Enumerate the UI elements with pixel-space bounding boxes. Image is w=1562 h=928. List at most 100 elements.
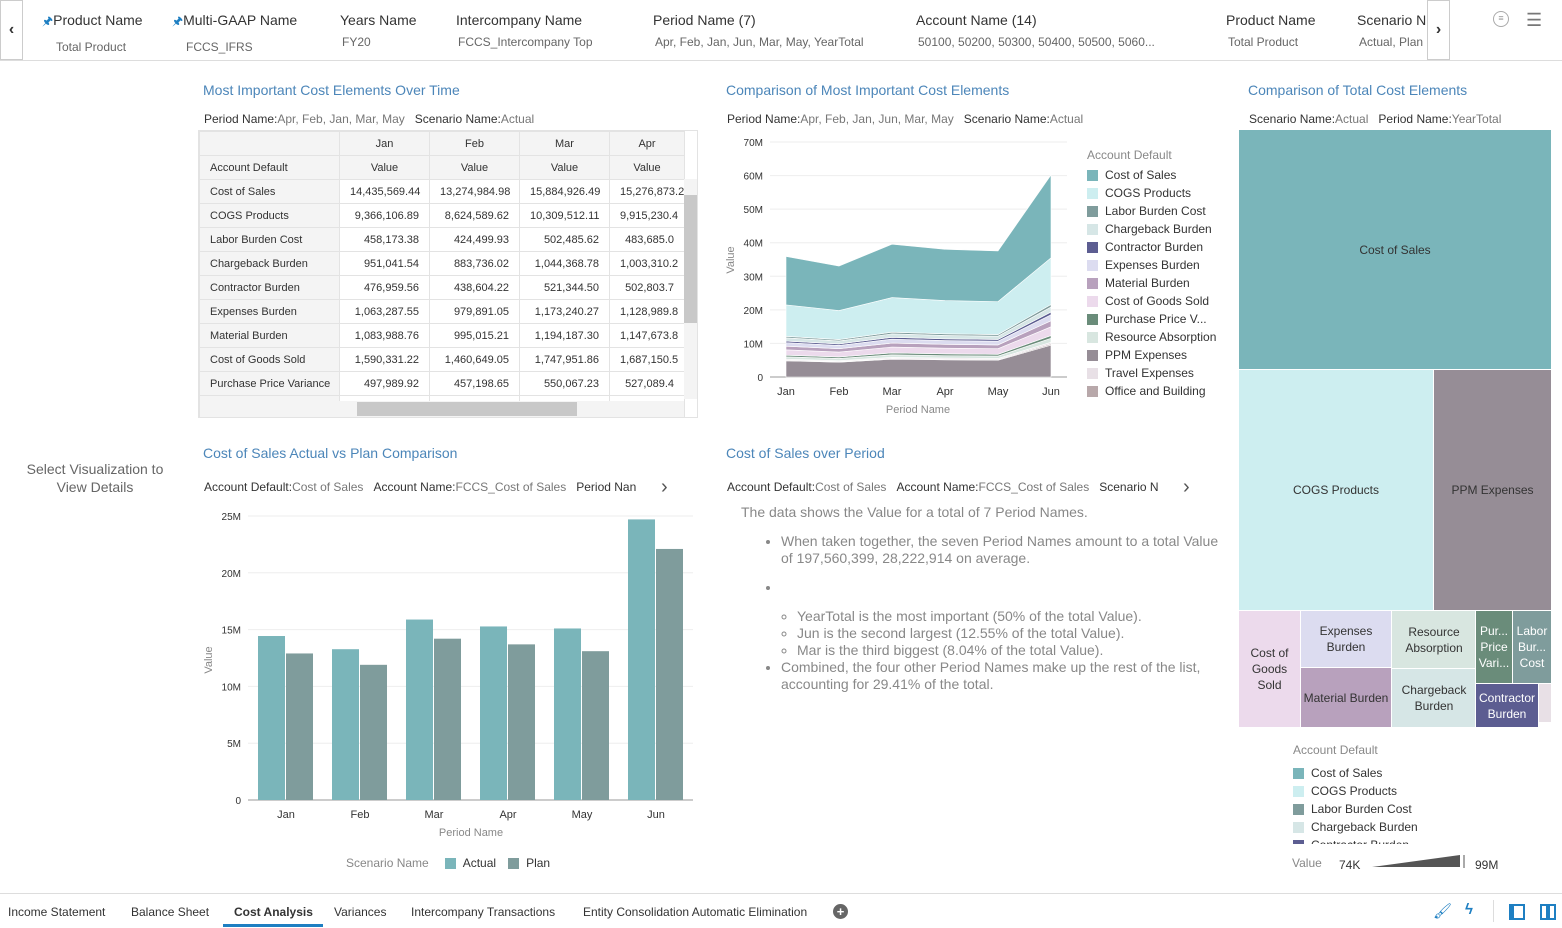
legend-item[interactable]: COGS Products [1087,184,1216,202]
legend-item[interactable]: Travel Expenses [1087,364,1216,382]
right-panel-toggle-icon[interactable] [1540,904,1556,920]
treemap-cell[interactable]: Resource Absorption [1391,610,1477,669]
cell-value: 1,083,988.76 [339,323,430,348]
filter-intercompany[interactable]: Intercompany Name FCCS_Intercompany Top [456,12,593,49]
treemap-cell[interactable]: PPM Expenses [1433,369,1552,611]
legend-item[interactable]: Labor Burden Cost [1087,202,1216,220]
table-row[interactable]: COGS Products 9,366,106.89 8,624,589.62 10,… [199,203,685,228]
legend-item[interactable]: Contractor Burden [1087,238,1216,256]
legend-item[interactable]: Cost of Goods Sold [1087,292,1216,310]
tab-income-statement[interactable]: Income Statement [8,905,106,919]
row-label: Material Burden [199,323,340,348]
scroll-left-button[interactable]: ‹ [0,0,23,60]
legend-item[interactable]: COGS Products [1293,782,1418,800]
cell-value: 13,274,984.98 [429,179,520,204]
treemap-cell[interactable]: Expenses Burden [1300,610,1392,668]
treemap-cell[interactable]: Cost of Sales [1238,129,1552,370]
treemap-cell[interactable]: Pur... Price Vari... [1475,610,1513,684]
treemap-cell[interactable]: Contractor Burden [1475,683,1539,728]
x-tick-label: Feb [830,386,849,398]
y-tick-label: 50M [744,205,763,216]
legend-item[interactable]: Resource Absorption [1087,328,1216,346]
menu-icon[interactable]: ☰ [1526,10,1543,30]
treemap-cell[interactable]: COGS Products [1238,369,1434,611]
filter-product-name[interactable]: 🖈Product Name Total Product [42,12,143,54]
area-series-labor-burden-cost [785,303,1052,342]
legend-item[interactable]: Cost of Sales [1293,764,1418,782]
tab-entity-consolidation[interactable]: Entity Consolidation Automatic Eliminati… [583,905,808,919]
table-row[interactable]: Cost of Sales 14,435,569.44 13,274,984.98 1… [199,179,685,204]
filter-account[interactable]: Account Name (14) 50100, 50200, 50300, 50… [916,12,1155,49]
panel-title[interactable]: Comparison of Total Cost Elements [1248,82,1468,98]
legend-item[interactable]: Material Burden [1087,274,1216,292]
filter-scenario[interactable]: Scenario N Actual, Plan [1357,12,1427,49]
table-row[interactable]: Cost of Goods Sold 1,590,331.22 1,460,649.… [199,347,685,372]
tab-cost-analysis[interactable]: Cost Analysis [234,905,313,919]
legend-item[interactable]: Chargeback Burden [1293,818,1418,836]
brush-icon[interactable]: 🖌 [1433,903,1453,920]
filter-multi-gaap[interactable]: 🖈Multi-GAAP Name FCCS_IFRS [172,12,298,54]
treemap-cell-small[interactable] [1538,683,1552,723]
y-tick-label: 60M [744,172,763,183]
table-row[interactable]: Labor Burden Cost 458,173.38 424,499.93 502… [199,227,685,252]
bar-actual-jun [628,519,655,800]
legend-item[interactable]: Labor Burden Cost [1293,800,1418,818]
x-axis-title: Period Name [439,827,503,839]
filter-period[interactable]: Period Name (7) Apr, Feb, Jan, Jun, Mar, … [653,12,864,49]
panel-title[interactable]: Most Important Cost Elements Over Time [203,82,460,98]
table-row[interactable]: Expenses Burden 1,063,287.55 979,891.05 1,1… [199,299,685,324]
tab-variances[interactable]: Variances [334,905,387,919]
pin-icon: 🖈 [172,14,184,28]
panel-title[interactable]: Comparison of Most Important Cost Elemen… [726,82,1010,98]
cell-value: 10,309,512.11 [519,203,610,228]
legend-title: Account Default [1293,743,1378,757]
legend-item[interactable]: Purchase Price V... [1087,310,1216,328]
treemap-cell[interactable]: Material Burden [1300,667,1392,728]
y-tick-label: 0 [235,796,241,807]
y-tick-label: 15M [222,626,241,637]
y-axis-title: Value [203,646,215,673]
area-series-chargeback-burden [785,306,1052,345]
left-panel-toggle-icon[interactable] [1509,904,1525,920]
legend-item[interactable]: Expenses Burden [1087,256,1216,274]
panel-filters: Account Default:Cost of Sales Account Na… [204,480,637,494]
table-row[interactable]: Contractor Burden 476,959.56 438,604.22 521… [199,275,685,300]
vertical-scrollbar[interactable] [684,179,697,399]
y-axis-title: Value [725,246,737,273]
more-filters-arrow[interactable]: › [1183,476,1190,498]
lightning-icon[interactable]: ϟ [1465,901,1473,918]
filter-product-name-2[interactable]: Product Name Total Product [1226,12,1316,49]
bar-legend: Scenario Name Actual Plan [346,856,551,870]
add-tab-icon[interactable]: + [833,904,848,919]
treemap-cell[interactable]: Labor Bur... Cost [1512,610,1552,684]
horizontal-scrollbar[interactable] [339,401,684,417]
cell-value: 1,063,287.55 [339,299,430,324]
legend-item[interactable]: Chargeback Burden [1087,220,1216,238]
legend-item[interactable]: Cost of Sales [1087,166,1216,184]
value-scale-wedge[interactable] [1368,853,1468,869]
filter-years[interactable]: Years Name FY20 [340,12,417,49]
treemap-cell[interactable]: Chargeback Burden [1391,668,1477,728]
area-series-purchase-price-v- [785,335,1052,359]
panel-title[interactable]: Cost of Sales Actual vs Plan Comparison [203,445,458,461]
table-row[interactable]: Purchase Price Variance 497,989.92 457,198… [199,371,685,396]
legend-title: Account Default [1087,148,1172,162]
tab-balance-sheet[interactable]: Balance Sheet [131,905,210,919]
x-axis-title: Period Name [886,404,950,416]
treemap-cell[interactable]: Cost of Goods Sold [1238,610,1301,728]
cell-value: 15,884,926.49 [519,179,610,204]
legend-item[interactable]: PPM Expenses [1087,346,1216,364]
x-tick-label: Mar [425,809,444,821]
row-label: Cost of Sales [199,179,340,204]
data-panel-icon[interactable]: ≡ [1493,11,1509,27]
bar-actual-may [554,628,581,800]
table-row[interactable]: Material Burden 1,083,988.76 995,015.21 1,1… [199,323,685,348]
table-row[interactable]: Chargeback Burden 951,041.54 883,736.02 1,0… [199,251,685,276]
y-tick-label: 20M [744,306,763,317]
legend-item[interactable]: Office and Building [1087,382,1216,400]
tab-intercompany-transactions[interactable]: Intercompany Transactions [411,905,556,919]
more-filters-arrow[interactable]: › [661,476,668,498]
scroll-right-button[interactable]: › [1427,0,1450,60]
panel-title[interactable]: Cost of Sales over Period [726,445,885,461]
legend-item[interactable]: Contractor Burden [1293,836,1418,844]
